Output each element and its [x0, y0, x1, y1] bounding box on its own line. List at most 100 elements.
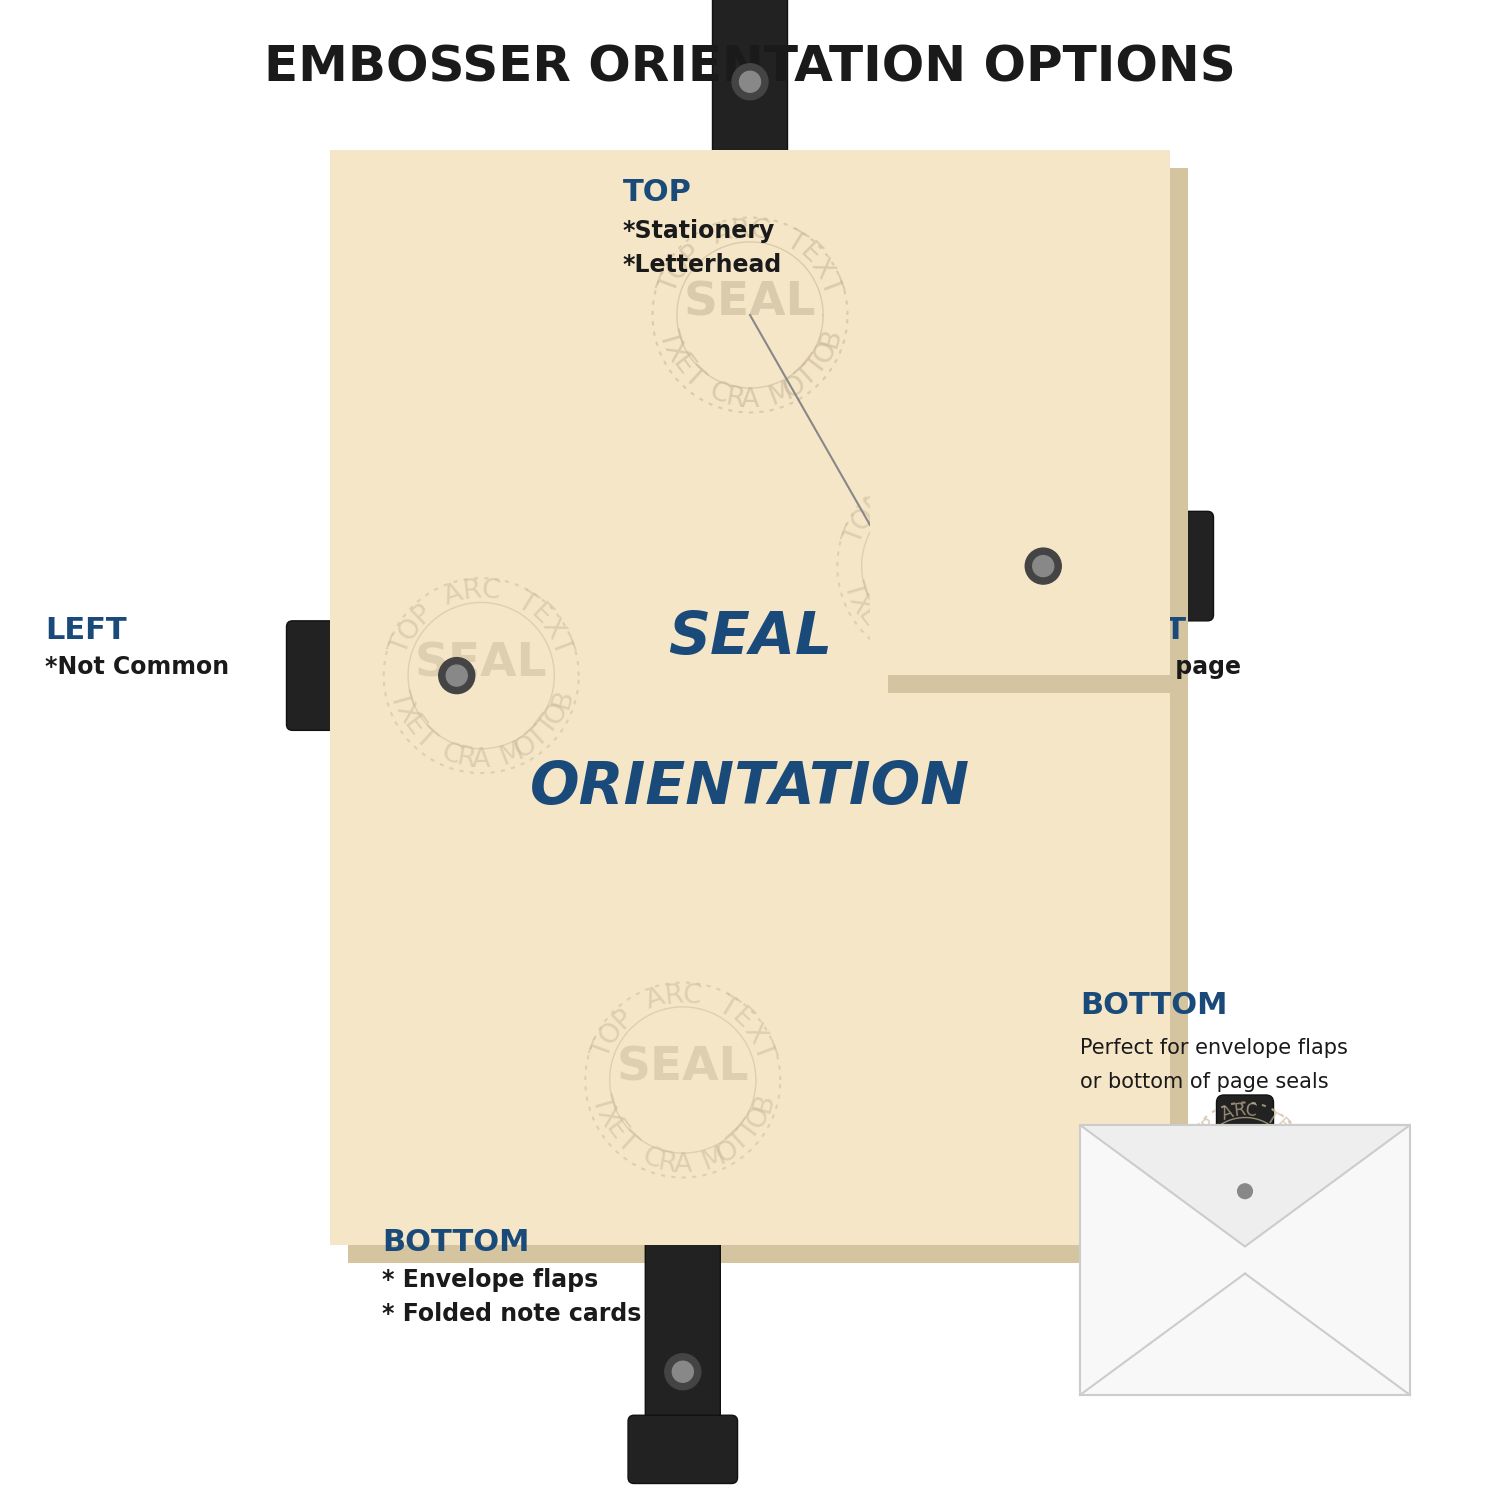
Text: * Folded note cards: * Folded note cards [382, 1302, 642, 1326]
Text: T: T [792, 363, 822, 393]
Text: O: O [1191, 1124, 1212, 1144]
Text: X: X [738, 1019, 770, 1048]
Text: T: T [815, 273, 844, 297]
Text: A: A [894, 471, 921, 501]
Text: E: E [1076, 429, 1113, 468]
Text: T: T [1059, 414, 1094, 453]
Text: X: X [1278, 1124, 1299, 1143]
Text: B: B [1002, 578, 1032, 602]
Text: A: A [710, 219, 735, 251]
Text: R: R [663, 981, 684, 1010]
Text: T: T [839, 578, 868, 600]
Text: O: O [1281, 1176, 1302, 1196]
FancyBboxPatch shape [888, 393, 1188, 693]
Text: E: E [525, 600, 555, 630]
Text: O: O [596, 1017, 628, 1050]
FancyBboxPatch shape [645, 1238, 720, 1448]
Text: R: R [908, 634, 932, 664]
Text: E: E [978, 490, 1010, 520]
Text: X: X [658, 339, 690, 368]
Text: T: T [588, 1038, 618, 1062]
Text: T: T [987, 603, 1018, 632]
Text: R: R [723, 384, 746, 412]
Text: X: X [1188, 1176, 1209, 1196]
Text: T: T [976, 614, 1006, 644]
Text: O: O [810, 338, 843, 368]
Text: T: T [898, 540, 936, 568]
Text: R: R [915, 468, 936, 495]
Circle shape [1032, 555, 1053, 576]
FancyBboxPatch shape [968, 528, 1178, 603]
Text: A: A [969, 405, 1002, 442]
Text: E: E [915, 572, 954, 608]
Text: A: A [926, 638, 944, 664]
Text: RIGHT: RIGHT [1080, 616, 1186, 645]
Text: R: R [454, 744, 477, 774]
Text: SEAL: SEAL [684, 280, 816, 326]
Text: X: X [904, 555, 944, 591]
Text: M: M [1040, 604, 1078, 645]
Text: T: T [1101, 471, 1138, 502]
Text: X: X [806, 254, 837, 284]
Text: P: P [861, 490, 891, 520]
Text: M: M [1254, 1200, 1274, 1222]
Text: P: P [1198, 1114, 1218, 1136]
Text: SEAL: SEAL [868, 532, 1000, 578]
Text: P: P [408, 600, 436, 630]
Text: O: O [1056, 596, 1096, 638]
Text: A: A [741, 387, 759, 412]
Text: A: A [1220, 1102, 1236, 1124]
Text: T: T [1263, 1107, 1281, 1128]
Text: T: T [1270, 1191, 1290, 1210]
FancyBboxPatch shape [628, 1416, 738, 1484]
Text: M: M [496, 738, 528, 771]
Text: T: T [747, 1038, 777, 1062]
Text: T: T [714, 993, 741, 1023]
Text: T: T [387, 633, 417, 658]
Text: T: T [928, 585, 966, 622]
Text: A: A [441, 580, 466, 610]
Text: B: B [548, 687, 578, 711]
Text: R: R [986, 612, 1016, 648]
Polygon shape [1080, 1125, 1410, 1246]
Text: E: E [794, 238, 824, 270]
Text: B: B [1286, 1168, 1305, 1185]
Text: M: M [698, 1143, 729, 1176]
Text: R: R [994, 400, 1022, 436]
FancyBboxPatch shape [1080, 1125, 1410, 1395]
Text: C: C [681, 981, 703, 1010]
Text: BOTTOM: BOTTOM [1080, 992, 1227, 1020]
Text: O: O [847, 504, 880, 536]
Text: SEAL: SEAL [1204, 1142, 1286, 1170]
Text: SEAL: SEAL [616, 1046, 748, 1090]
Text: T: T [534, 712, 564, 741]
Text: SEAL: SEAL [668, 609, 832, 666]
Text: O: O [542, 698, 573, 729]
Text: E: E [600, 1116, 630, 1146]
Text: SEAL: SEAL [416, 642, 548, 687]
Text: T: T [840, 524, 870, 549]
Text: or bottom of page seals: or bottom of page seals [1080, 1072, 1329, 1092]
FancyBboxPatch shape [286, 621, 354, 730]
Text: T: T [1185, 1170, 1204, 1184]
Text: C: C [639, 1143, 666, 1174]
Text: C: C [1244, 1101, 1257, 1120]
FancyBboxPatch shape [348, 168, 1188, 1263]
Text: T: T [678, 363, 708, 393]
Text: ORIENTATION: ORIENTATION [530, 759, 970, 816]
Text: T: T [1074, 585, 1112, 622]
Text: T: T [862, 614, 892, 644]
Circle shape [1026, 548, 1062, 584]
Circle shape [1233, 1179, 1257, 1204]
Text: X: X [990, 504, 1022, 534]
Text: O: O [909, 446, 951, 486]
Text: * Envelope flaps: * Envelope flaps [382, 1268, 598, 1292]
Text: *Stationery: *Stationery [622, 219, 774, 243]
Text: T: T [546, 633, 576, 658]
FancyBboxPatch shape [712, 0, 788, 158]
Text: X: X [1089, 447, 1130, 485]
Text: C: C [706, 378, 734, 410]
FancyBboxPatch shape [322, 638, 532, 712]
Text: T: T [410, 723, 440, 753]
Text: O: O [778, 370, 810, 404]
